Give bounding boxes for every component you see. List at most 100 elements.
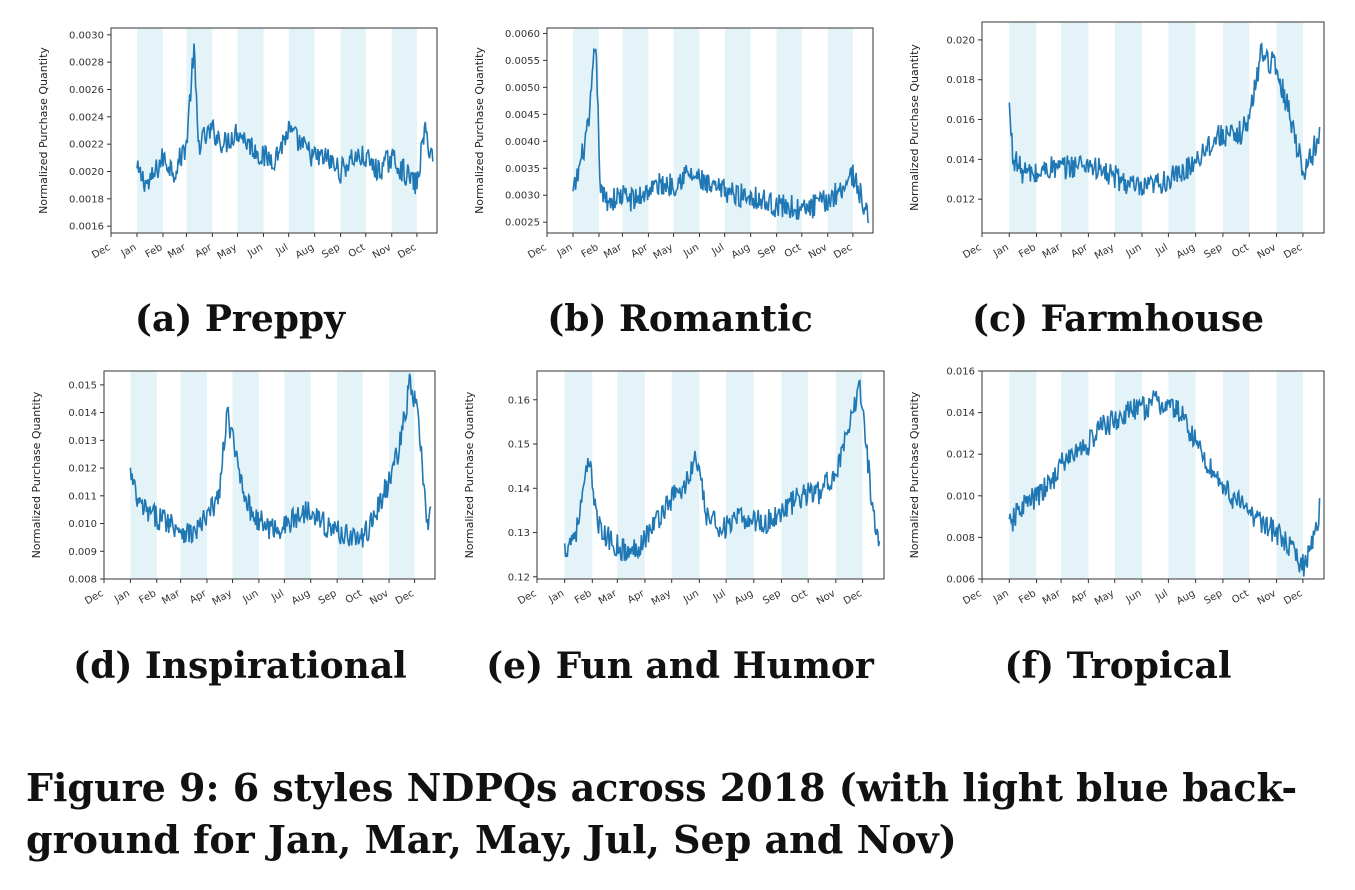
x-tick-label: Feb <box>1017 588 1038 606</box>
shade-jan <box>130 371 157 579</box>
y-tick-label: 0.014 <box>946 408 975 419</box>
shade-mar <box>186 28 213 233</box>
x-tick-label: Mar <box>602 242 625 261</box>
x-tick-label: Oct <box>344 588 365 606</box>
y-tick-label: 0.0026 <box>69 85 104 96</box>
x-tick-label: Oct <box>789 588 810 606</box>
x-tick-label: Aug <box>294 242 316 261</box>
x-tick-label: Jan <box>119 242 139 260</box>
y-tick-label: 0.006 <box>946 575 975 586</box>
shade-mar <box>1061 371 1089 579</box>
y-tick-label: 0.012 <box>946 450 975 461</box>
series-line <box>136 43 434 195</box>
x-tick-label: Jun <box>681 242 701 260</box>
figure-caption: Figure 9: 6 styles NDPQs across 2018 (wi… <box>26 765 1298 862</box>
chart-svg: 0.012 0.014 0.016 0.018 0.020 Dec Jan Feb Mar Apr… <box>908 21 1325 262</box>
x-tick-label: Mar <box>597 588 620 607</box>
x-tick-label: Aug <box>733 588 755 607</box>
x-tick-label: Sep <box>1203 242 1225 261</box>
x-tick-label: Jun <box>240 588 260 606</box>
x-tick-label: Aug <box>290 588 312 607</box>
y-tick-label: 0.13 <box>508 528 530 539</box>
x-tick-label: Dec <box>961 242 983 261</box>
shade-jan <box>1009 22 1037 233</box>
shade-jan <box>136 28 163 233</box>
x-tick-label: Mar <box>166 242 189 261</box>
x-tick-label: Apr <box>1069 588 1090 607</box>
y-tick-label: 0.15 <box>508 440 530 451</box>
x-tick-label: May <box>652 242 675 262</box>
x-tick-label: May <box>211 588 234 608</box>
x-tick-label: Jun <box>1124 588 1144 606</box>
shade-nov <box>389 371 415 579</box>
x-tick-label: Nov <box>1256 588 1278 607</box>
x-tick-label: Aug <box>1175 588 1197 607</box>
x-tick-label: Nov <box>368 588 390 607</box>
y-tick-label: 0.012 <box>946 195 975 206</box>
shade-may <box>232 371 259 579</box>
x-tick-label: Mar <box>1041 588 1064 607</box>
x-tick-label: Aug <box>730 242 752 261</box>
chart-caption: (c) Farmhouse <box>971 298 1265 340</box>
y-tick-label: 0.008 <box>68 575 97 586</box>
plot-frame <box>546 27 874 234</box>
x-tick-label: Oct <box>347 242 368 260</box>
x-tick-label: May <box>1093 242 1116 262</box>
x-tick-label: Feb <box>144 242 165 260</box>
x-tick-label: May <box>216 242 239 262</box>
x-tick-label: Dec <box>1282 242 1304 261</box>
shade-sep <box>776 28 802 233</box>
x-tick-label: Nov <box>371 242 393 261</box>
shade-nov <box>391 28 417 233</box>
y-tick-label: 0.011 <box>68 491 97 502</box>
y-tick-label: 0.0020 <box>69 167 104 178</box>
x-tick-label: Jul <box>269 588 286 604</box>
x-tick-label: Dec <box>394 588 416 607</box>
chart-svg: 0.008 0.009 0.010 0.011 0.012 0.013 0.014 0.015… <box>30 370 436 608</box>
x-tick-label: Jun <box>681 588 701 606</box>
x-tick-label: Dec <box>1282 588 1304 607</box>
x-tick-label: Jan <box>991 242 1011 260</box>
y-tick-label: 0.0035 <box>505 164 540 175</box>
x-tick-label: Sep <box>317 588 339 607</box>
chart-caption: (b) Romantic <box>547 298 813 340</box>
x-tick-label: Jul <box>273 242 290 258</box>
x-tick-label: Jul <box>1153 588 1170 604</box>
plot-frame <box>110 27 438 234</box>
x-tick-label: Sep <box>761 588 783 607</box>
y-tick-label: 0.012 <box>68 464 97 475</box>
x-tick-label: Jun <box>245 242 265 260</box>
x-tick-label: Nov <box>1256 242 1278 261</box>
y-axis-label: Normalized Purchase Quantity <box>463 391 476 558</box>
plot-frame <box>981 21 1325 234</box>
y-tick-label: 0.0022 <box>69 140 104 151</box>
shade-sep <box>781 371 809 579</box>
shade-nov <box>827 28 853 233</box>
chart-panel-6: 0.006 0.008 0.010 0.012 0.014 0.016 Dec Jan Feb M… <box>908 367 1334 623</box>
series-line <box>129 373 432 548</box>
y-tick-label: 0.0030 <box>69 30 104 41</box>
y-tick-label: 0.0040 <box>505 137 540 148</box>
x-tick-label: Aug <box>1175 242 1197 261</box>
y-tick-label: 0.0024 <box>69 112 104 123</box>
x-tick-label: Feb <box>137 588 158 606</box>
shade-may <box>1114 22 1143 233</box>
y-axis-label: Normalized Purchase Quantity <box>37 47 50 214</box>
y-tick-label: 0.0030 <box>505 191 540 202</box>
shade-may <box>671 371 700 579</box>
x-tick-label: Dec <box>961 588 983 607</box>
chart-caption: (f) Tropical <box>1004 645 1232 687</box>
y-tick-label: 0.0055 <box>505 56 540 67</box>
x-tick-label: Feb <box>580 242 601 260</box>
chart-panel-3: 0.012 0.014 0.016 0.018 0.020 Dec Jan Feb Mar Apr… <box>908 21 1334 277</box>
x-tick-label: Oct <box>1230 242 1251 260</box>
x-tick-label: Mar <box>160 588 183 607</box>
y-tick-label: 0.0016 <box>69 222 104 233</box>
chart-caption: (a) Preppy <box>134 298 346 340</box>
x-tick-label: Apr <box>193 242 214 261</box>
y-axis-label: Normalized Purchase Quantity <box>908 391 921 558</box>
shade-nov <box>835 371 863 579</box>
y-tick-label: 0.14 <box>508 484 530 495</box>
series-line <box>1008 42 1321 196</box>
x-tick-label: Nov <box>807 242 829 261</box>
